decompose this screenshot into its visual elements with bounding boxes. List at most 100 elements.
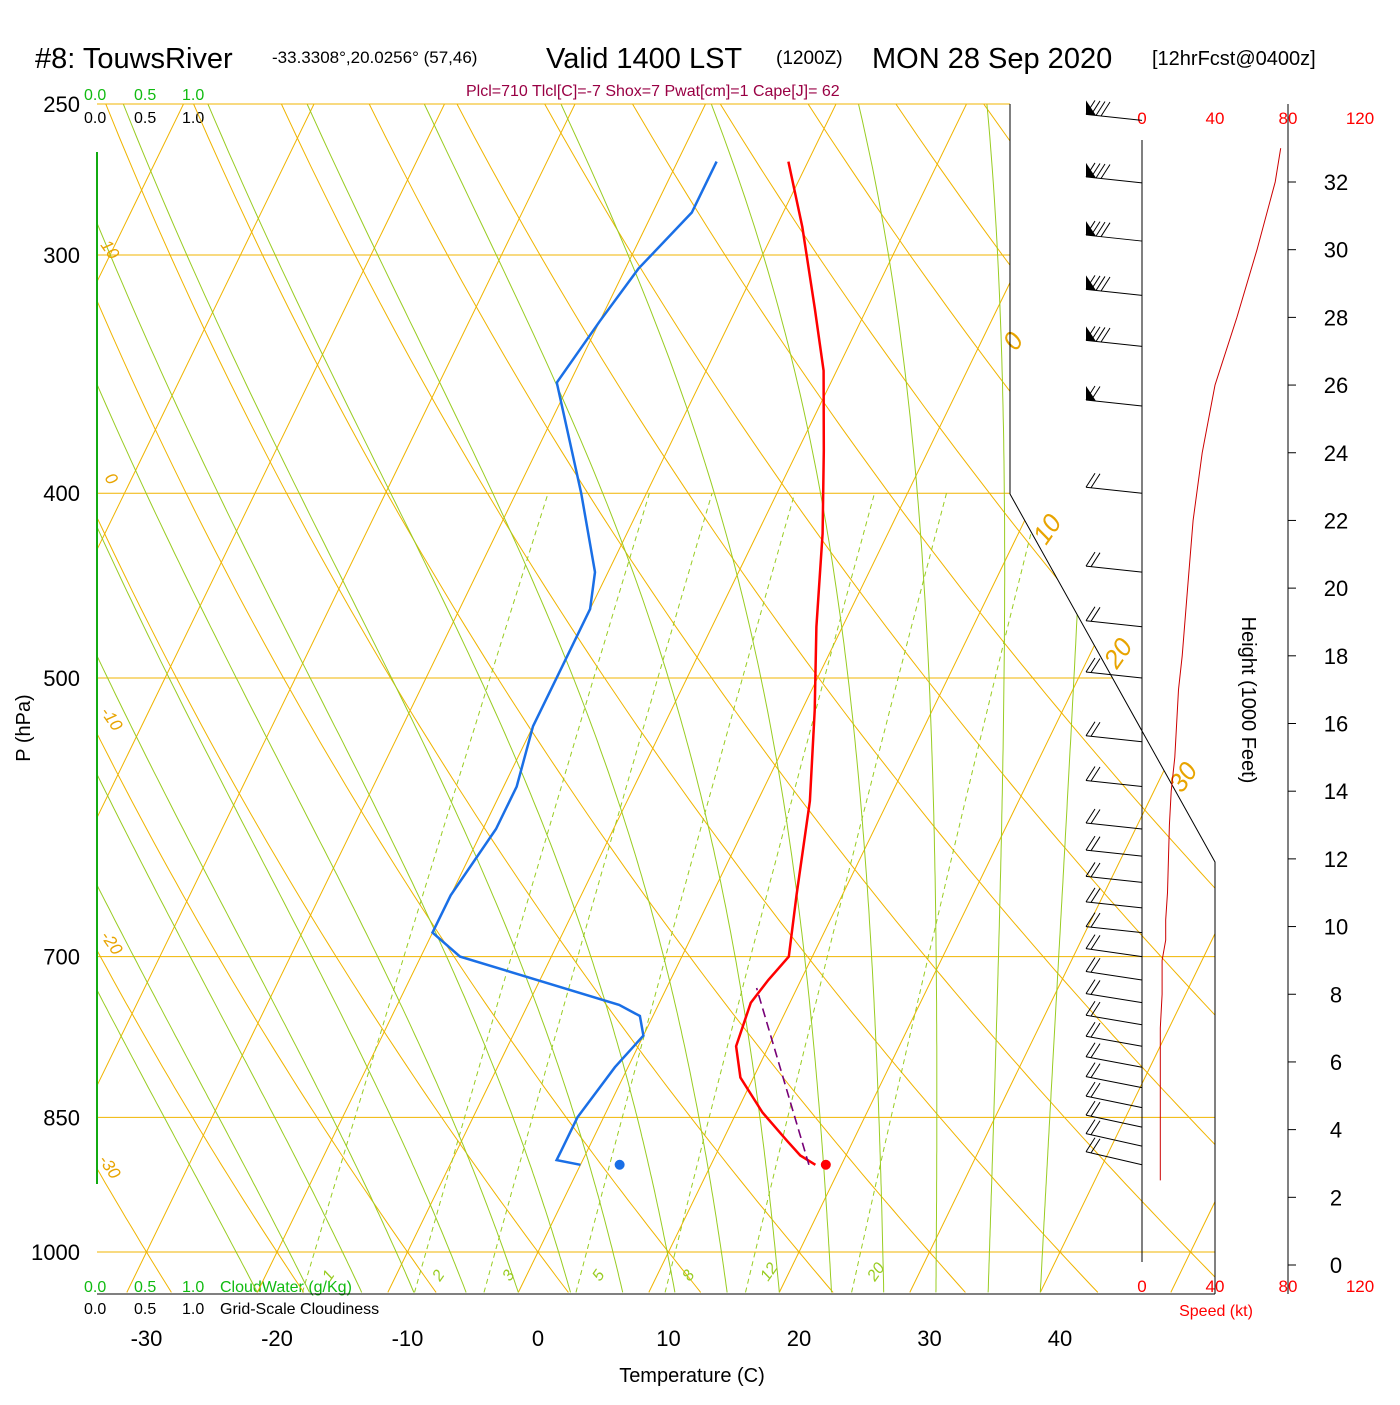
wind-barb	[1086, 163, 1142, 183]
wind-barb	[1086, 1022, 1142, 1046]
height-tick-label: 32	[1324, 170, 1348, 195]
cloudwater-scale-top-1: 0.5	[134, 87, 156, 104]
dry-adiabat	[353, 70, 1230, 1292]
wind-barb	[1086, 1001, 1142, 1025]
wind-barb-feather	[1086, 767, 1095, 781]
height-tick-label: 16	[1324, 712, 1348, 737]
mixing-ratio-line	[576, 493, 795, 1292]
wind-barb	[1086, 767, 1142, 787]
wind-barb-shaft	[1086, 400, 1142, 406]
pressure-tick-label: 850	[43, 1105, 80, 1130]
wind-barb-shaft	[1086, 235, 1142, 241]
wind-barb-feather	[1096, 101, 1105, 115]
wind-barb-feather	[1086, 722, 1095, 736]
isotherm-line	[388, 70, 983, 1292]
pressure-tick-label: 300	[43, 243, 80, 268]
isotherm-label: 20	[1097, 632, 1139, 674]
wind-barb-shaft	[1086, 781, 1142, 787]
height-tick-label: 30	[1324, 238, 1348, 263]
temperature-tick-label: 0	[532, 1326, 544, 1351]
wind-barb	[1086, 980, 1142, 1003]
wind-barb-feather	[1091, 958, 1100, 972]
wind-barb-feather	[1086, 980, 1095, 994]
stability-params: Plcl=710 Tlcl[C]=-7 Shox=7 Pwat[cm]=1 Ca…	[466, 83, 840, 100]
wind-barb	[1086, 836, 1142, 856]
wind-barb-feather	[1091, 935, 1100, 949]
isotherm-label: 0	[101, 469, 122, 488]
cloudiness-scale-top-0: 0.0	[84, 110, 106, 127]
wind-barb-shaft	[1086, 823, 1142, 829]
speed-tick-label-bottom: 40	[1206, 1277, 1225, 1296]
frame-right	[1010, 104, 1215, 1294]
wind-barb-feather	[1091, 1002, 1100, 1016]
height-tick-label: 0	[1330, 1253, 1342, 1278]
speed-tick-label-top: 0	[1137, 109, 1146, 128]
wind-barb-feather	[1086, 957, 1095, 971]
wind-barb-feather	[1101, 223, 1110, 237]
dry-adiabat	[0, 70, 568, 1292]
height-tick-label: 10	[1324, 915, 1348, 940]
height-tick-label: 14	[1324, 779, 1348, 804]
height-tick-label: 18	[1324, 644, 1348, 669]
wind-barb-feather	[1091, 913, 1100, 927]
isotherm-label: 30	[1162, 756, 1203, 797]
wind-barb	[1086, 722, 1142, 742]
wind-barb-shaft	[1086, 850, 1142, 856]
wind-barb-feather	[1096, 222, 1105, 236]
wind-barb-feather	[1091, 474, 1100, 488]
mixing-ratio-label: 3	[499, 1267, 518, 1284]
wind-barb-feather	[1091, 863, 1100, 877]
wind-barb-shaft	[1086, 566, 1142, 572]
wind-barb	[1086, 957, 1142, 980]
wind-barb	[1086, 607, 1142, 627]
wind-barb-shaft	[1086, 487, 1142, 493]
wind-barb-pennant	[1086, 100, 1096, 115]
wind-barb-feather	[1086, 862, 1095, 876]
cloudwater-scale-top-0: 0.0	[84, 87, 106, 104]
wind-barb-shaft	[1086, 340, 1142, 346]
wind-barb-feather	[1091, 1083, 1100, 1097]
speed-tick-label-top: 120	[1346, 109, 1374, 128]
wind-barb-feather	[1091, 1064, 1100, 1078]
dry-adiabat	[873, 70, 1400, 1292]
wind-barb-shaft	[1086, 1134, 1142, 1147]
isotherm-label: -30	[95, 1151, 125, 1182]
wind-barb-shaft	[1086, 114, 1142, 120]
cloudiness-scale-bottom-2: 1.0	[182, 1301, 204, 1318]
isotherm-line	[1301, 70, 1400, 1292]
temperature-axis-label: Temperature (C)	[619, 1365, 765, 1387]
wind-barb-feather	[1086, 836, 1095, 850]
pressure-tick-label: 250	[43, 92, 80, 117]
height-tick-label: 22	[1324, 508, 1348, 533]
cloudiness-scale-top-2: 1.0	[182, 110, 204, 127]
isotherm-label: 10	[1026, 508, 1067, 549]
wind-barb-feather	[1086, 935, 1095, 949]
dry-adiabat	[92, 70, 833, 1292]
dry-adiabat	[266, 70, 1098, 1292]
moist-adiabat	[859, 104, 937, 1292]
height-tick-label: 12	[1324, 847, 1348, 872]
temperature-tick-label: 10	[656, 1326, 680, 1351]
wind-barb-feather	[1091, 722, 1100, 736]
wind-barb	[1086, 326, 1142, 346]
wind-barb-feather	[1086, 473, 1095, 487]
mixing-ratio-label: 8	[679, 1267, 698, 1284]
wind-barb	[1086, 913, 1142, 933]
speed-tick-label-bottom: 120	[1346, 1277, 1374, 1296]
height-tick-label: 2	[1330, 1185, 1342, 1210]
wind-barb-feather	[1091, 888, 1100, 902]
dry-adiabat	[1134, 70, 1400, 1292]
wind-barb-pennant	[1086, 221, 1096, 236]
speed-tick-label-bottom: 80	[1279, 1277, 1298, 1296]
zulu-time: (1200Z)	[776, 48, 843, 69]
wind-barb-feather	[1086, 607, 1095, 621]
height-tick-label: 4	[1330, 1118, 1342, 1143]
wind-barb-feather	[1091, 837, 1100, 851]
wind-barb-feather	[1091, 553, 1100, 567]
wind-barb-feather	[1086, 1022, 1095, 1036]
cloudwater-scale-top-2: 1.0	[182, 87, 204, 104]
cloudwater-scale-bottom-0: 0.0	[84, 1279, 106, 1296]
wind-barb-feather	[1096, 327, 1105, 341]
